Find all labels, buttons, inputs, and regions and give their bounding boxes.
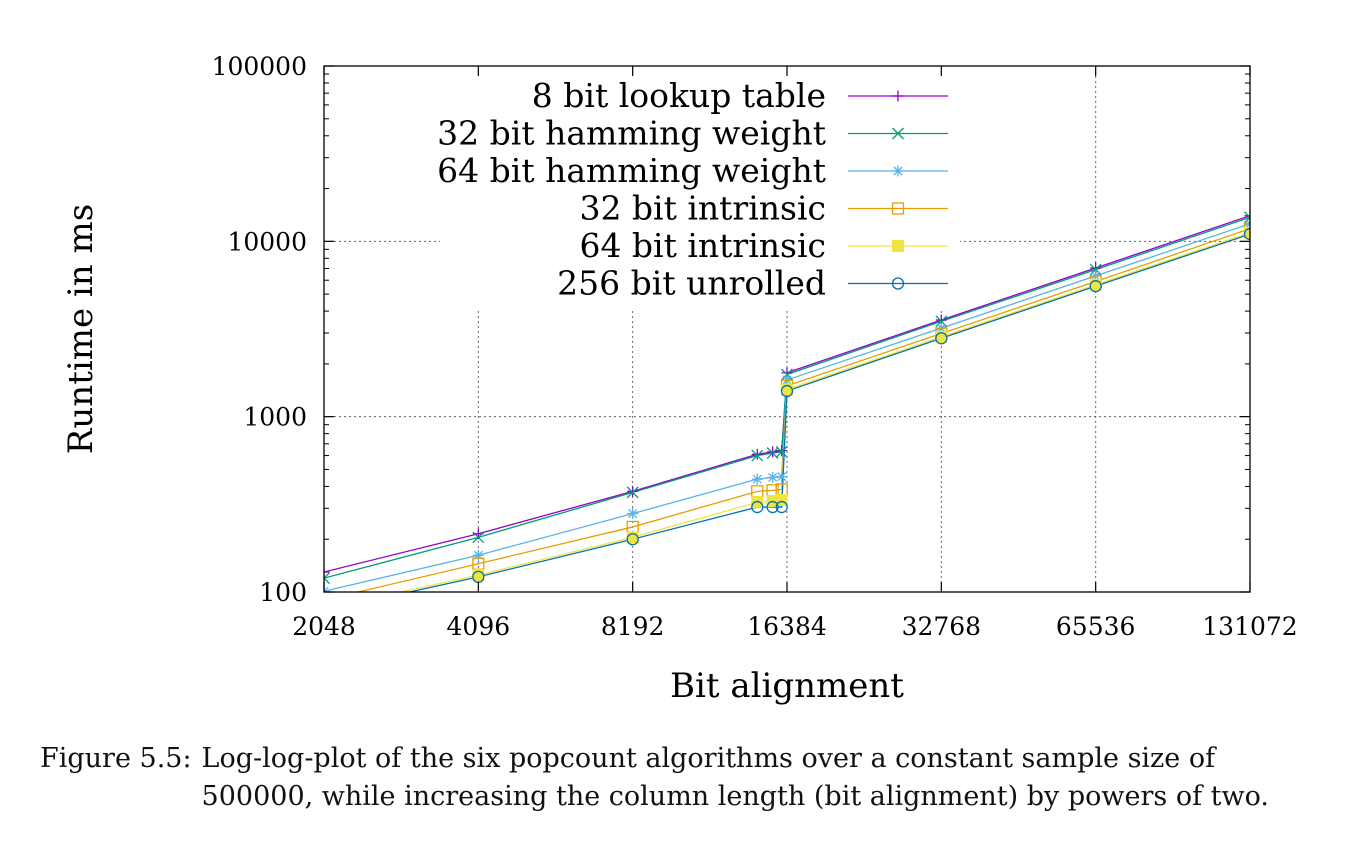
point-marker [1089,280,1102,293]
figure-caption: Figure 5.5: Log-log-plot of the six popc… [40,740,1320,816]
point-marker [472,549,484,561]
y-tick-label: 1000 [243,403,307,432]
point-marker [775,500,788,514]
series-markers [319,210,1250,606]
point-marker [751,496,764,509]
legend-label: 64 bit hamming weight [437,151,826,190]
legend-label: 32 bit hamming weight [437,114,826,153]
x-tick-label: 65536 [1056,612,1136,641]
point-marker [776,445,788,457]
x-tick-label: 16384 [747,612,827,641]
point-marker [324,572,330,585]
y-axis-label: Runtime in ms [61,204,101,454]
x-tick-label: 4096 [447,612,511,641]
point-marker [626,486,639,499]
point-marker [324,585,330,592]
legend-label: 8 bit lookup table [532,76,826,115]
point-marker [324,566,330,578]
point-marker [1089,263,1102,276]
caption-text: Log-log-plot of the six popcount algorit… [201,743,1269,812]
point-marker [751,500,764,514]
x-axis-label: Bit alignment [670,666,904,706]
y-tick-label: 100 [259,578,307,607]
point-marker [626,533,639,546]
series-line [355,228,1250,592]
x-tick-label: 131072 [1202,612,1297,641]
point-marker [935,332,948,345]
point-marker [627,485,639,497]
point-marker [891,202,905,215]
point-marker [767,471,779,483]
point-marker [751,449,764,462]
grid [324,66,1250,592]
axis-ticks [323,65,1251,593]
x-tick-label: 8192 [601,612,665,641]
legend-background [440,74,960,309]
point-marker [775,445,788,458]
point-marker [751,473,763,485]
point-marker [766,500,779,514]
point-marker [1244,211,1250,224]
point-marker [775,493,788,506]
x-tick-label: 32768 [902,612,982,641]
point-marker [892,240,904,252]
point-marker [627,508,639,520]
point-marker [767,446,779,458]
caption-label: Figure 5.5: [40,743,192,774]
legend-label: 64 bit intrinsic [579,226,826,265]
legend-label: 32 bit intrinsic [579,189,826,228]
point-marker [780,384,794,398]
y-tick-label: 10000 [227,227,307,256]
point-marker [776,471,788,483]
point-marker [891,277,905,290]
legend-label: 256 bit unrolled [557,264,826,303]
point-marker [472,531,485,544]
tick-labels: 2048 4096 8192 16384 32768 65536 131072 100 1000… [212,52,1298,641]
x-tick-label: 2048 [292,612,356,641]
point-marker [892,90,904,102]
point-marker [1244,210,1250,222]
y-tick-label: 100000 [212,52,307,81]
point-marker [319,595,330,606]
point-marker [1243,227,1250,241]
point-marker [892,165,904,177]
point-marker [751,448,763,460]
point-marker [892,127,904,140]
